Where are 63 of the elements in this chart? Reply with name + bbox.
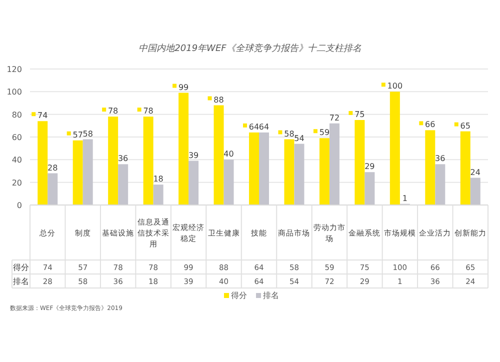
text: 36 <box>118 154 128 164</box>
bar <box>178 92 189 205</box>
bar <box>143 116 154 205</box>
text: 59 <box>319 128 330 138</box>
text: 65 <box>460 121 470 130</box>
text: 57 <box>72 130 83 140</box>
bar <box>214 105 224 205</box>
text: 24 <box>470 168 480 177</box>
text: 64 <box>258 122 270 132</box>
text: 40 <box>224 150 234 159</box>
text: 74 <box>38 111 48 120</box>
y-tick-label: 20 <box>12 178 22 188</box>
text: 72 <box>329 113 340 122</box>
bar <box>354 120 365 205</box>
bar <box>460 131 470 205</box>
bar <box>259 132 269 205</box>
bar <box>390 92 400 205</box>
bar <box>224 160 234 205</box>
bar <box>294 144 304 205</box>
bar <box>470 178 480 205</box>
text: 1 <box>402 194 408 203</box>
y-tick-label: 80 <box>12 110 22 120</box>
text: 64 <box>248 122 260 132</box>
text: 58 <box>284 129 294 138</box>
text: 88 <box>214 95 224 104</box>
bar <box>364 172 375 205</box>
text: 29 <box>364 162 375 172</box>
bar <box>38 121 48 205</box>
chart-title: 中国内地2019年WEF《全球竞争力报告》十二支柱排名 <box>138 43 362 54</box>
bar <box>153 184 164 205</box>
bar <box>329 123 340 205</box>
text: 28 <box>48 163 58 172</box>
text: 66 <box>425 120 436 130</box>
y-tick-label: 40 <box>12 156 22 165</box>
bar <box>319 138 330 205</box>
text: 排名 <box>13 277 29 286</box>
bar <box>82 139 93 205</box>
text: 99 <box>178 82 189 92</box>
text: 78 <box>108 106 118 116</box>
bar <box>118 164 128 205</box>
legend-label: 排名 <box>263 291 279 300</box>
text: 75 <box>354 110 365 119</box>
text: 39 <box>188 150 199 160</box>
y-tick-label: 120 <box>6 65 22 74</box>
bar <box>188 160 199 205</box>
bar <box>425 130 436 205</box>
text: 78 <box>143 106 154 116</box>
legend-label: 得分 <box>231 291 247 300</box>
text: 36 <box>435 154 446 164</box>
y-tick-label: 0 <box>16 201 22 210</box>
y-tick-label: 100 <box>6 88 22 97</box>
bar <box>249 132 259 205</box>
bar <box>108 116 118 205</box>
text: 18 <box>153 174 164 184</box>
bar <box>284 139 294 205</box>
y-tick-label: 60 <box>12 133 22 142</box>
bar <box>435 164 446 205</box>
text: 58 <box>82 129 93 138</box>
text: 54 <box>294 134 304 143</box>
bar <box>72 140 83 205</box>
text: 100 <box>387 82 403 91</box>
text: 得分 <box>13 263 29 272</box>
bar <box>48 173 58 205</box>
